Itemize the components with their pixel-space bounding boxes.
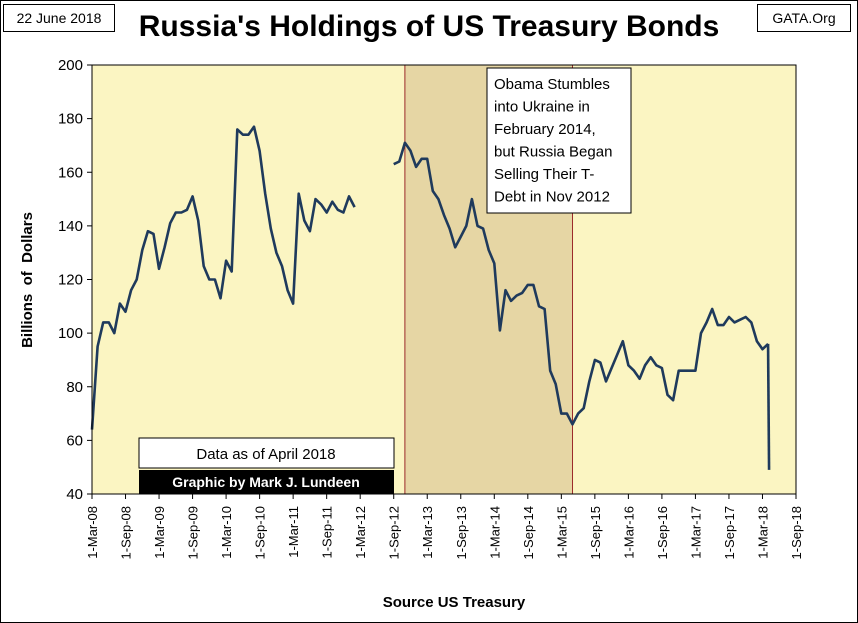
date-label: 22 June 2018 bbox=[3, 4, 115, 32]
x-tick-label: 1-Mar-18 bbox=[755, 506, 770, 559]
x-tick-label: 1-Sep-10 bbox=[253, 506, 268, 559]
x-tick-label: 1-Sep-18 bbox=[789, 506, 804, 559]
callout-line: into Ukraine in bbox=[494, 99, 590, 116]
x-axis-label: Source US Treasury bbox=[383, 594, 526, 611]
callout-line: Debt in Nov 2012 bbox=[494, 189, 610, 206]
y-tick-label: 80 bbox=[66, 379, 83, 396]
y-axis: 40 60 80 100 120 140 160 180 200 bbox=[58, 57, 92, 503]
x-tick-label: 1-Mar-08 bbox=[85, 506, 100, 559]
y-tick-label: 180 bbox=[58, 111, 83, 128]
x-tick-label: 1-Mar-14 bbox=[487, 506, 502, 559]
series-segment bbox=[90, 125, 356, 430]
y-axis-label: Billions of Dollars bbox=[19, 212, 36, 348]
data-note-text: Data as of April 2018 bbox=[196, 446, 335, 463]
x-tick-label: 1-Sep-17 bbox=[722, 506, 737, 559]
x-tick-label: 1-Sep-12 bbox=[387, 506, 402, 559]
x-axis: 1-Mar-08 1-Sep-08 1-Mar-09 1-Sep-09 1-Mar-10… bbox=[85, 494, 804, 559]
x-tick-label: 1-Mar-11 bbox=[286, 506, 301, 558]
x-tick-label: 1-Sep-11 bbox=[320, 506, 335, 559]
callout-line: February 2014, bbox=[494, 121, 596, 138]
y-tick-label: 60 bbox=[66, 432, 83, 449]
x-tick-label: 1-Mar-15 bbox=[554, 506, 569, 559]
x-tick-label: 1-Mar-10 bbox=[219, 506, 234, 559]
x-tick-label: 1-Sep-08 bbox=[119, 506, 134, 559]
series-final-drop bbox=[766, 343, 771, 470]
x-tick-label: 1-Sep-15 bbox=[588, 506, 603, 559]
x-tick-label: 1-Mar-12 bbox=[353, 506, 368, 559]
x-tick-label: 1-Sep-13 bbox=[454, 506, 469, 559]
y-tick-label: 160 bbox=[58, 164, 83, 181]
x-tick-label: 1-Sep-16 bbox=[655, 506, 670, 559]
x-tick-label: 1-Mar-16 bbox=[621, 506, 636, 559]
y-tick-label: 140 bbox=[58, 218, 83, 235]
callout-bg bbox=[486, 67, 632, 214]
data-note-box: Data as of April 2018 Graphic by Mark J. … bbox=[138, 437, 395, 494]
callout-line: Selling Their T- bbox=[494, 166, 594, 183]
series-line bbox=[90, 125, 771, 470]
y-tick-label: 40 bbox=[66, 486, 83, 503]
credit-bg bbox=[139, 470, 394, 494]
credit-text: Graphic by Mark J. Lundeen bbox=[172, 474, 360, 490]
plot-border bbox=[91, 64, 797, 495]
chart-title: Russia's Holdings of US Treasury Bonds bbox=[138, 10, 720, 43]
x-tick-label: 1-Mar-13 bbox=[420, 506, 435, 559]
data-note-bg bbox=[138, 437, 395, 469]
x-tick-label: 1-Mar-17 bbox=[688, 506, 703, 559]
y-tick-label: 100 bbox=[58, 325, 83, 342]
callout-line: but Russia Began bbox=[494, 144, 612, 161]
callout-box: Obama Stumbles into Ukraine in February 20… bbox=[486, 67, 632, 214]
x-tick-label: 1-Sep-14 bbox=[521, 506, 536, 559]
x-tick-label: 1-Sep-09 bbox=[186, 506, 201, 559]
x-tick-label: 1-Mar-09 bbox=[152, 506, 167, 559]
y-tick-label: 120 bbox=[58, 272, 83, 289]
source-site-label: GATA.Org bbox=[757, 4, 851, 32]
y-tick-label: 200 bbox=[58, 57, 83, 74]
series-segment bbox=[393, 141, 769, 426]
callout-line: Obama Stumbles bbox=[494, 76, 610, 93]
